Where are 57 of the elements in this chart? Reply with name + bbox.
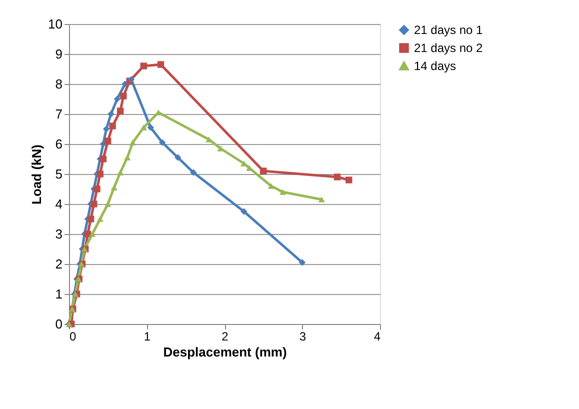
x-axis-title: Desplacement (mm) — [163, 344, 287, 360]
point — [84, 230, 92, 238]
point — [129, 140, 136, 146]
point — [217, 146, 224, 152]
y-tick-label: 3 — [55, 226, 62, 242]
y-tick-label: 6 — [55, 136, 62, 152]
legend-label: 14 days — [414, 59, 456, 73]
point — [104, 201, 112, 207]
point — [346, 176, 352, 184]
point — [120, 92, 127, 100]
x-tick-label: 4 — [374, 330, 381, 344]
y-tick-label: 5 — [55, 166, 62, 182]
x-tick-label: 1 — [144, 330, 151, 344]
point — [157, 61, 164, 68]
y-axis-title: Load (kN) — [29, 144, 44, 204]
point — [268, 183, 275, 189]
point — [260, 168, 267, 174]
x-tick-label: 2 — [222, 330, 229, 344]
point — [124, 154, 131, 160]
point — [318, 196, 326, 202]
y-tick-label: 1 — [55, 286, 62, 302]
y-tick-label: 4 — [55, 196, 62, 212]
point — [116, 108, 124, 114]
x-tick-label: 3 — [299, 330, 306, 344]
point — [104, 138, 112, 144]
point — [87, 216, 94, 222]
point — [109, 122, 116, 130]
point — [114, 96, 121, 102]
point — [96, 170, 104, 178]
point — [94, 186, 100, 192]
point — [190, 169, 197, 176]
point — [298, 259, 306, 266]
point — [100, 156, 107, 162]
x-tick-label: 0 — [70, 330, 76, 344]
y-tick-label: 2 — [55, 256, 62, 272]
y-tick-label: 10 — [48, 16, 62, 32]
y-tick-label: 8 — [55, 76, 62, 92]
point — [140, 124, 147, 130]
point — [147, 124, 154, 131]
point — [174, 154, 182, 161]
point — [116, 170, 124, 176]
point — [110, 184, 118, 190]
point — [140, 62, 147, 70]
point — [240, 208, 248, 215]
y-tick-label: 7 — [55, 106, 62, 122]
y-tick-label: 9 — [55, 46, 62, 62]
point — [96, 216, 104, 222]
y-tick-label: 0 — [55, 316, 62, 332]
legend-label: 21 days no 1 — [414, 23, 484, 37]
point — [334, 174, 341, 180]
point — [102, 126, 110, 132]
point — [88, 231, 96, 237]
point — [108, 110, 114, 118]
legend-label: 21 days no 2 — [414, 41, 484, 55]
point — [279, 189, 286, 195]
point — [90, 200, 98, 208]
point — [158, 139, 166, 146]
